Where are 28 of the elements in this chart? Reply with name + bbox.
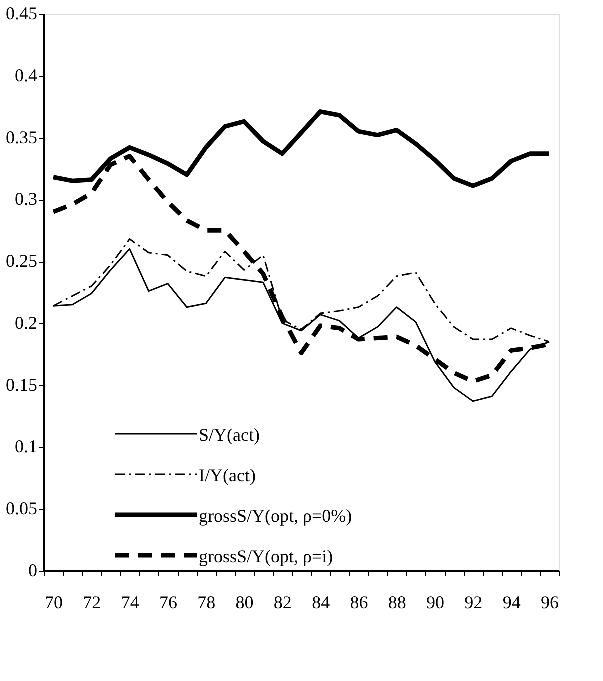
x-tick-label: 84 [312, 592, 330, 612]
x-tick-label: 70 [45, 592, 64, 612]
x-tick-label: 90 [426, 592, 445, 612]
legend-label: grossS/Y(opt, ρ=0%) [199, 506, 352, 526]
x-tick-label: 96 [540, 592, 559, 612]
y-tick-label: 0 [28, 560, 38, 580]
x-tick-label: 72 [83, 592, 102, 612]
x-tick-label: 92 [464, 592, 483, 612]
y-tick-label: 0.1 [15, 436, 38, 457]
y-tick-label: 0.45 [6, 4, 38, 24]
x-tick-label: 94 [502, 592, 521, 612]
x-tick-label: 78 [198, 592, 216, 612]
x-tick-label: 80 [236, 592, 254, 612]
y-tick-label: 0.05 [6, 498, 38, 519]
x-tick-label: 86 [350, 592, 368, 612]
legend-label: S/Y(act) [199, 425, 260, 445]
y-tick-label: 0.2 [15, 312, 38, 333]
y-tick-label: 0.25 [6, 251, 38, 272]
y-tick-label: 0.15 [6, 374, 38, 395]
y-tick-label: 0.4 [15, 65, 38, 86]
legend-label: I/Y(act) [199, 466, 256, 486]
legend-label: grossS/Y(opt, ρ=i) [199, 546, 334, 566]
x-tick-label: 76 [159, 592, 178, 612]
x-tick-label: 82 [274, 592, 292, 612]
x-tick-label: 88 [388, 592, 406, 612]
y-tick-label: 0.35 [6, 127, 38, 148]
x-tick-label: 74 [121, 592, 140, 612]
y-tick-label: 0.3 [15, 189, 38, 210]
